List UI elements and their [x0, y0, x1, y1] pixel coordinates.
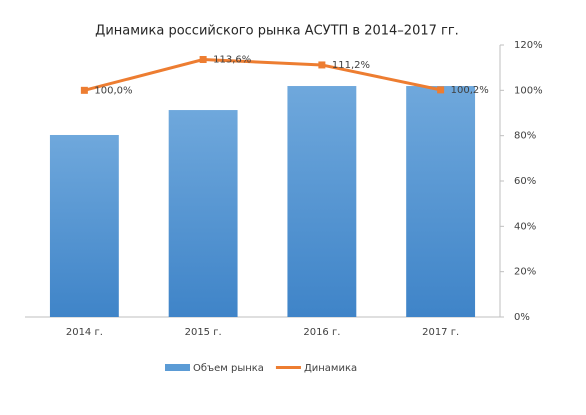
legend-swatch [165, 364, 190, 371]
marker [199, 56, 207, 64]
y-tick-label: 100% [514, 85, 543, 96]
y-tick-label: 120% [514, 40, 543, 51]
x-tick-label: 2016 г. [303, 327, 340, 338]
data-label: 100,0% [94, 85, 132, 96]
bar [168, 110, 238, 317]
bar [287, 86, 357, 317]
y-tick-label: 20% [514, 267, 536, 278]
marker [318, 61, 326, 69]
x-tick-label: 2015 г. [185, 327, 222, 338]
x-tick-label: 2017 г. [422, 327, 459, 338]
chart-title: Динамика российского рынка АСУТП в 2014–… [95, 24, 459, 39]
y-tick-label: 0% [514, 312, 530, 323]
x-tick-label: 2014 г. [66, 327, 103, 338]
y-tick-label: 60% [514, 176, 536, 187]
bar [49, 134, 119, 317]
legend-label: Объем рынка [193, 363, 264, 374]
y-tick-label: 80% [514, 131, 536, 142]
data-label: 113,6% [213, 55, 251, 66]
data-label: 111,2% [332, 60, 370, 71]
data-label: 100,2% [451, 85, 489, 96]
bar [406, 86, 476, 317]
y-tick-label: 40% [514, 221, 536, 232]
line [83, 57, 441, 92]
marker [80, 86, 88, 94]
legend-label: Динамика [304, 363, 357, 374]
marker [437, 86, 445, 94]
